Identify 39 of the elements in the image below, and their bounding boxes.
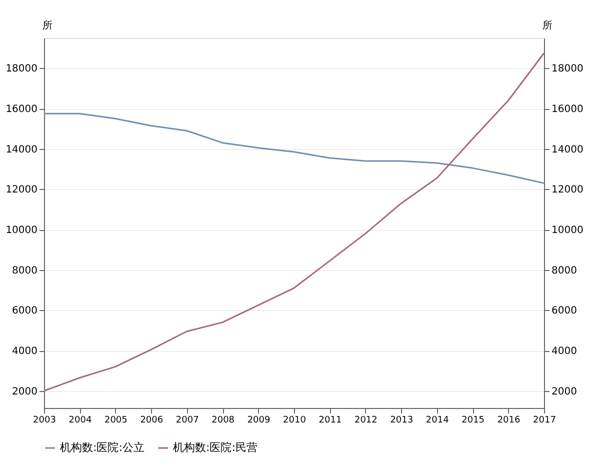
y2-tick-label: 6000	[552, 306, 577, 317]
y2-tick-label: 4000	[552, 346, 577, 358]
x-tick-label: 2015	[462, 416, 485, 426]
y-tick-label: 18000	[6, 64, 38, 75]
y-tick-label: 6000	[12, 306, 38, 317]
x-tick-label: 2012	[354, 416, 378, 426]
y-tick-label: 8000	[12, 265, 38, 276]
x-tick-label: 2003	[33, 416, 56, 426]
x-tick-label: 2005	[104, 416, 128, 426]
y2-axis-title: 所	[542, 20, 552, 32]
x-tick-label: 2017	[533, 416, 556, 426]
x-tick-label: 2013	[390, 416, 414, 426]
y-tick-label: 14000	[6, 144, 38, 156]
y2-tick-label: 18000	[552, 64, 584, 75]
y-tick-label: 12000	[6, 184, 38, 196]
line-series	[43, 112, 545, 184]
y-tick-label: 16000	[6, 104, 38, 116]
y2-tick-label: 12000	[552, 184, 584, 196]
y-tick-label: 4000	[12, 346, 38, 358]
y-tick-label: 2000	[12, 386, 38, 398]
y2-tick-label: 8000	[552, 265, 577, 276]
y-axis-title: 所	[42, 20, 52, 32]
x-tick-label: 2010	[283, 416, 306, 426]
y2-tick-label: 14000	[552, 144, 584, 156]
x-tick-label: 2011	[318, 416, 342, 426]
x-tick-label: 2007	[176, 416, 199, 426]
legend-label: 机构数:医院:民营	[173, 441, 258, 454]
x-tick-label: 2014	[426, 416, 450, 426]
y2-tick-label: 10000	[552, 225, 584, 236]
x-tick-label: 2009	[247, 416, 271, 426]
y2-tick-label: 16000	[552, 104, 584, 116]
x-tick-label: 2016	[497, 416, 521, 426]
y-tick-label: 10000	[6, 225, 38, 236]
x-tick-label: 2004	[68, 416, 92, 426]
y2-tick-label: 2000	[552, 386, 577, 398]
x-tick-label: 2008	[212, 416, 235, 426]
legend-label: 机构数:医院:公立	[60, 441, 144, 454]
line-series	[43, 52, 545, 392]
x-tick-label: 2006	[140, 416, 164, 426]
